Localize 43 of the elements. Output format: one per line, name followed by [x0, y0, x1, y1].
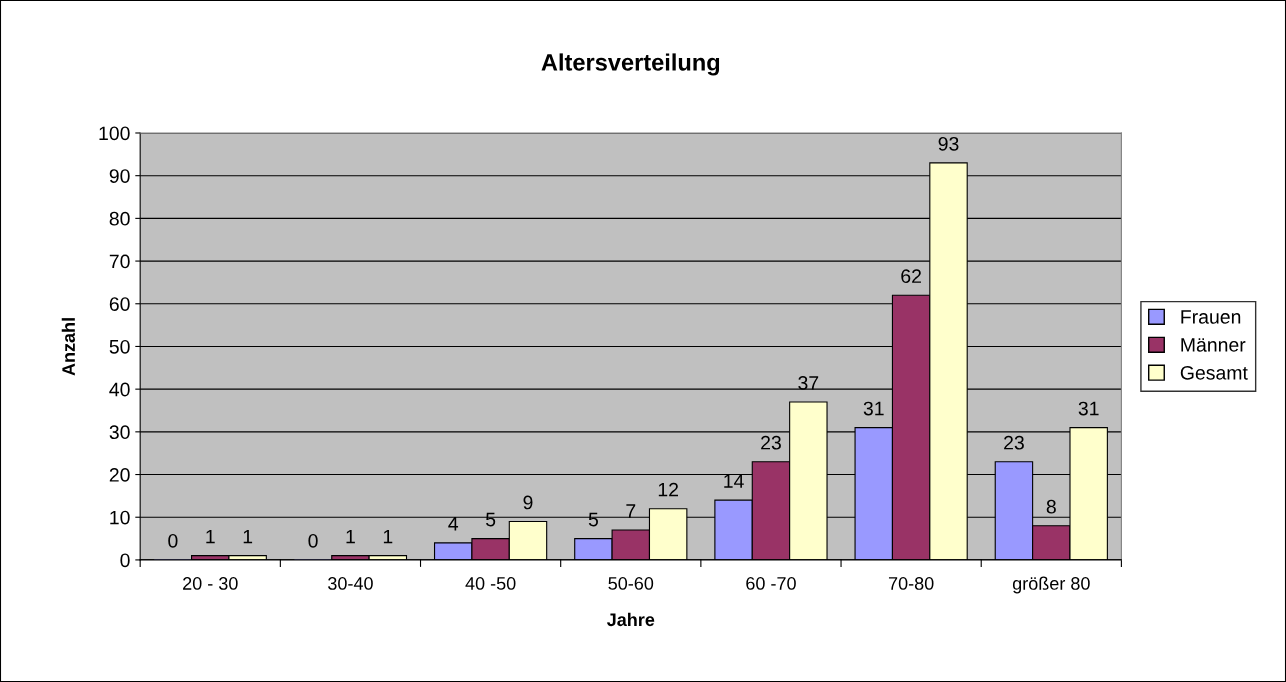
y-tick-label: 70: [109, 254, 130, 269]
legend-label: Gesamt: [1180, 365, 1248, 380]
data-label: 12: [658, 482, 678, 497]
data-label: 1: [346, 529, 355, 544]
y-tick-label: 50: [109, 339, 130, 354]
y-tick-label: 60: [109, 297, 130, 311]
y-tick-label: 90: [109, 169, 130, 183]
x-tick-label: größer 80: [1012, 576, 1090, 594]
legend-label: Frauen: [1181, 310, 1241, 324]
data-label: 8: [1046, 499, 1056, 514]
x-tick-label: 50-60: [608, 577, 654, 590]
data-label: 1: [206, 529, 215, 544]
y-tick-label: 40: [109, 382, 130, 397]
x-tick-label: 70-80: [888, 577, 934, 590]
x-tick-label: 60 -70: [746, 577, 796, 590]
y-tick-label: 80: [109, 211, 130, 226]
data-label: 14: [724, 474, 744, 488]
data-label: 0: [308, 533, 318, 548]
x-tick-label: 40 -50: [465, 577, 516, 590]
y-tick-label: 0: [120, 553, 130, 568]
data-label: 9: [523, 495, 533, 510]
data-label: 7: [626, 504, 636, 518]
x-axis-title: Jahre: [606, 612, 655, 627]
data-label: 62: [901, 269, 921, 284]
data-label: 23: [761, 435, 781, 450]
y-tick-label: 10: [110, 510, 130, 525]
legend-label: Männer: [1181, 338, 1246, 352]
y-tick-label: 20: [109, 468, 130, 482]
data-label: 23: [1004, 435, 1024, 450]
data-label: 93: [938, 136, 959, 151]
data-label: 37: [798, 376, 819, 390]
data-label: 1: [243, 529, 253, 544]
data-label: 31: [1078, 401, 1099, 416]
data-label: 4: [448, 517, 459, 531]
data-label: 1: [383, 529, 393, 544]
data-label: 31: [863, 401, 884, 416]
y-tick-label: 30: [109, 425, 130, 440]
chart-title: Altersverteilung: [541, 53, 720, 76]
x-tick-label: 20 - 30: [183, 577, 238, 590]
y-axis-title: Anzahl: [61, 318, 75, 376]
data-label: 0: [168, 533, 178, 548]
x-tick-label: 30-40: [328, 577, 373, 590]
y-tick-label: 100: [99, 126, 130, 141]
